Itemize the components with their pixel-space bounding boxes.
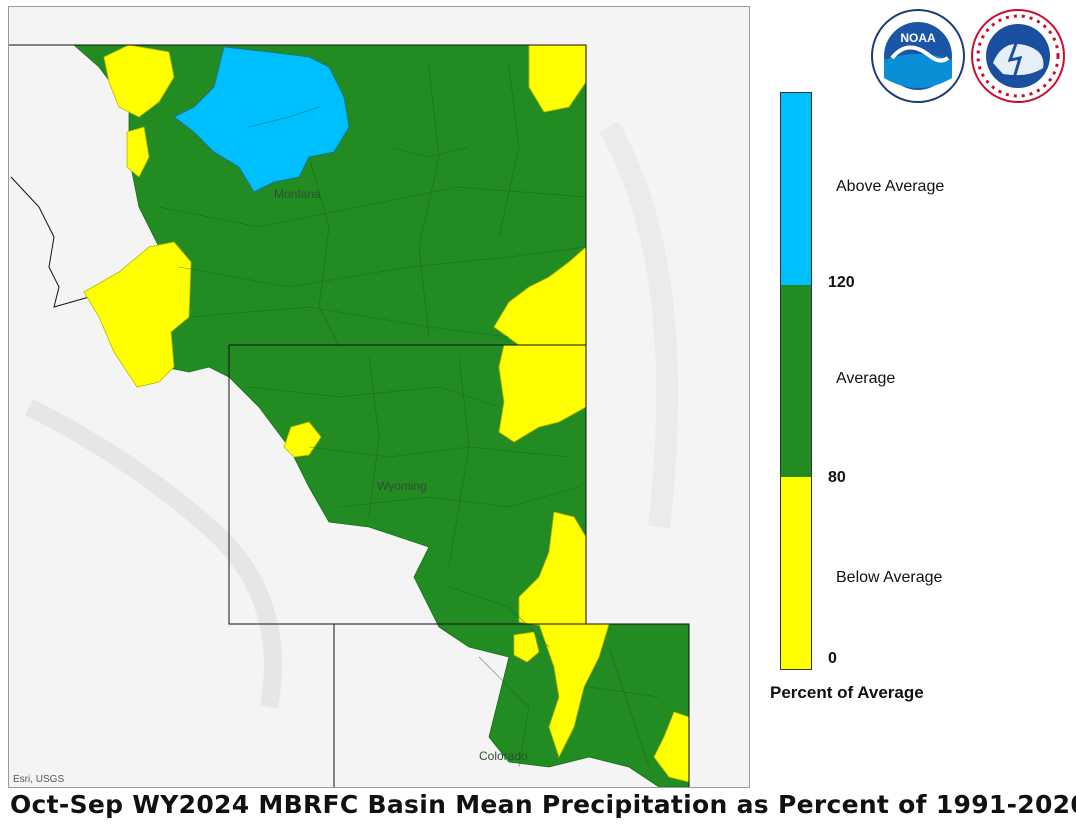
above-average-region (173, 46, 350, 193)
noaa-logo: NOAA (871, 9, 1065, 103)
legend-colorbar (780, 92, 812, 670)
agency-logos: NOAA (868, 8, 1072, 108)
basin-map (9, 7, 749, 787)
state-label-colorado: Colorado (479, 749, 528, 763)
noaa-logo-text: NOAA (900, 31, 936, 45)
below-average-region (103, 44, 175, 118)
state-label-montana: Montana (274, 187, 321, 201)
idaho-border (10, 176, 90, 308)
map-panel: Montana Wyoming Colorado Esri, USGS (8, 6, 750, 788)
legend-label-average: Average (836, 370, 896, 387)
legend-tick-0: 0 (828, 650, 837, 667)
legend-swatch-below (781, 477, 811, 669)
below-average-region (513, 631, 540, 663)
state-boundaries (9, 44, 690, 787)
legend-tick-120: 120 (828, 274, 855, 291)
basin-boundaries (158, 66, 660, 768)
below-average-region (538, 623, 610, 759)
state-label-wyoming: Wyoming (377, 479, 427, 493)
legend-tick-80: 80 (828, 469, 846, 486)
legend-swatch-average (781, 285, 811, 477)
below-average-region (126, 126, 150, 178)
below-average-region (83, 241, 192, 388)
terrain-shade (599, 121, 679, 529)
terrain-shade (24, 398, 282, 709)
legend-label-below: Below Average (836, 569, 943, 586)
map-attribution: Esri, USGS (13, 774, 65, 785)
legend-title: Percent of Average (770, 683, 924, 702)
legend-swatch-above (781, 93, 811, 285)
legend-label-above: Above Average (836, 178, 945, 195)
below-average-region (283, 421, 322, 458)
page-title: Oct-Sep WY2024 MBRFC Basin Mean Precipit… (10, 790, 1076, 819)
